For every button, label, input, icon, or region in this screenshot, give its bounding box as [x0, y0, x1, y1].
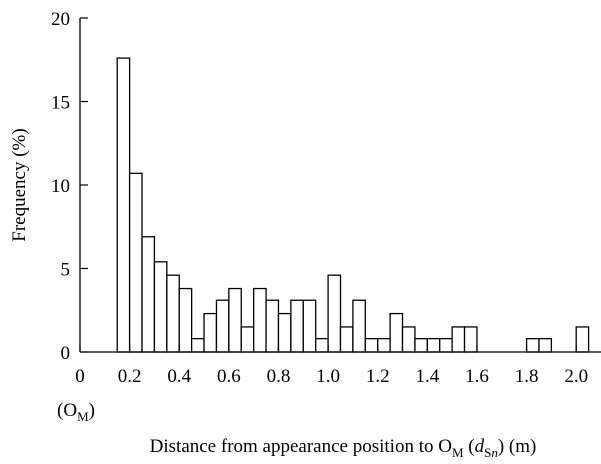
histogram-bar [352, 299, 366, 353]
histogram-bar [426, 337, 441, 353]
origin-label-close: ) [89, 400, 95, 421]
x-tick-label: 1.6 [465, 366, 489, 387]
x-axis-title-d-sub-n: n [491, 445, 498, 460]
histogram-bar [277, 312, 292, 353]
histogram-bars [116, 57, 590, 353]
y-axis-ticks: 0 5 10 15 20 [51, 9, 88, 364]
x-axis-title-tail: ) (m) [498, 436, 537, 457]
x-axis-title-paren: ( [464, 436, 475, 457]
y-axis-title: Frequency (%) [9, 128, 30, 241]
x-tick-label: 0.4 [167, 366, 191, 387]
histogram-bar [538, 337, 553, 353]
histogram-bar [389, 312, 404, 353]
histogram-bar [401, 326, 416, 353]
x-axis-title: Distance from appearance position to OM … [150, 436, 537, 460]
histogram-bar [327, 274, 342, 353]
histogram-bar [215, 299, 230, 353]
y-tick-label: 10 [51, 176, 70, 197]
histogram-bar [253, 287, 267, 353]
x-tick-label: 0.8 [267, 366, 291, 387]
histogram-bar [290, 299, 304, 353]
y-tick-label: 5 [61, 260, 71, 281]
x-tick-label: 2.0 [564, 366, 588, 387]
x-axis-title-sub: M [452, 445, 464, 460]
y-tick-label: 0 [61, 343, 71, 364]
histogram-bar [153, 261, 168, 353]
histogram-bar [414, 337, 428, 353]
histogram-bar [451, 326, 466, 353]
histogram-bar [364, 337, 379, 353]
y-tick-label: 20 [51, 9, 70, 30]
histogram-bar [339, 326, 354, 353]
histogram-bar [178, 287, 193, 353]
histogram-bar [377, 337, 391, 353]
histogram-bar [141, 236, 156, 353]
x-tick-label: 1.8 [515, 366, 539, 387]
x-tick-label: 0.2 [118, 366, 142, 387]
x-tick-label: 0 [75, 366, 85, 387]
x-tick-label: 1.2 [366, 366, 390, 387]
x-axis-title-main: Distance from appearance position to O [150, 436, 452, 457]
histogram-bar [116, 57, 131, 353]
histogram-bar [463, 326, 478, 353]
histogram-bar [128, 172, 143, 353]
histogram-bar [166, 274, 180, 353]
histogram-bar [302, 299, 317, 353]
histogram-bar [228, 287, 242, 353]
histogram-bar [315, 337, 329, 353]
x-axis-title-d-sub-s: S [484, 445, 491, 460]
x-tick-label: 1.0 [316, 366, 340, 387]
histogram-bar [575, 326, 590, 353]
origin-label: (OM) [57, 400, 95, 424]
histogram-bar [525, 337, 540, 353]
histogram-bar [240, 326, 255, 353]
origin-label-main: (O [57, 400, 77, 421]
x-axis-ticks: 0 0.2 0.4 0.6 0.8 1.0 1.2 1.4 1.6 1.8 2.0 [75, 345, 588, 387]
x-tick-label: 0.6 [217, 366, 241, 387]
x-tick-label: 1.4 [415, 366, 439, 387]
x-axis-title-d: d [475, 436, 485, 457]
histogram-bar [439, 337, 453, 353]
histogram-bar [190, 337, 205, 353]
origin-label-sub: M [77, 409, 89, 424]
y-tick-label: 15 [51, 93, 70, 114]
histogram-bar [265, 299, 280, 353]
histogram-bar [203, 312, 218, 353]
